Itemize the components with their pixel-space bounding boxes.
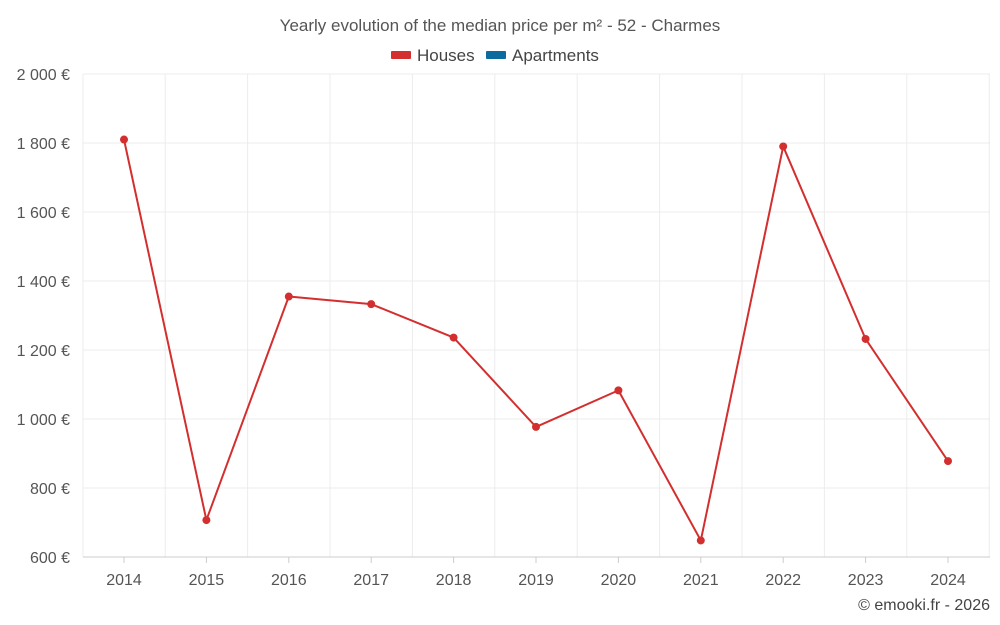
data-point-houses-2019[interactable] bbox=[532, 422, 540, 431]
x-tick-label: 2019 bbox=[518, 572, 554, 589]
x-tick-label: 2021 bbox=[683, 572, 719, 589]
legend-swatch-houses[interactable] bbox=[391, 51, 411, 59]
x-tick-label: 2023 bbox=[848, 572, 884, 589]
x-tick-label: 2018 bbox=[436, 572, 472, 589]
y-axis-ticks: 600 € 800 € 1 000 € 1 200 € 1 400 € 1 600 € 1 … bbox=[17, 67, 70, 567]
grid-lines bbox=[82, 73, 990, 558]
legend-label-houses[interactable]: Houses bbox=[417, 46, 475, 65]
data-point-houses-2017[interactable] bbox=[367, 300, 376, 309]
data-point-houses-2023[interactable] bbox=[861, 334, 870, 343]
x-tick-label: 2022 bbox=[765, 572, 801, 589]
x-tick-label: 2016 bbox=[271, 572, 307, 589]
series-layer bbox=[120, 135, 952, 545]
legend-swatch-apartments[interactable] bbox=[486, 51, 506, 59]
y-tick-label: 1 000 € bbox=[17, 412, 70, 429]
y-tick-label: 600 € bbox=[30, 550, 70, 567]
data-point-houses-2022[interactable] bbox=[779, 142, 788, 151]
x-axis-ticks: 2014 2015 2016 2017 2018 2019 2020 2021 2022 2023… bbox=[106, 557, 966, 589]
x-tick-label: 2024 bbox=[930, 572, 966, 589]
x-tick-label: 2017 bbox=[353, 572, 389, 589]
data-point-houses-2018[interactable] bbox=[449, 333, 458, 342]
data-point-houses-2014[interactable] bbox=[120, 135, 128, 144]
y-tick-label: 1 400 € bbox=[17, 274, 70, 291]
y-tick-label: 1 800 € bbox=[17, 136, 70, 153]
x-tick-label: 2014 bbox=[106, 572, 142, 589]
y-tick-label: 800 € bbox=[30, 481, 70, 498]
y-tick-label: 1 600 € bbox=[17, 205, 70, 222]
data-point-houses-2015[interactable] bbox=[202, 516, 211, 525]
credit-text: © emooki.fr - 2026 bbox=[858, 597, 990, 614]
x-tick-label: 2015 bbox=[189, 572, 225, 589]
data-point-houses-2024[interactable] bbox=[944, 457, 952, 466]
data-point-houses-2021[interactable] bbox=[696, 536, 705, 545]
legend-label-apartments[interactable]: Apartments bbox=[512, 46, 599, 65]
legend: Houses Apartments bbox=[391, 46, 599, 65]
data-point-houses-2016[interactable] bbox=[284, 292, 293, 301]
y-tick-label: 1 200 € bbox=[17, 343, 70, 360]
chart-title: Yearly evolution of the median price per… bbox=[280, 16, 721, 35]
data-point-houses-2020[interactable] bbox=[614, 386, 623, 395]
x-tick-label: 2020 bbox=[601, 572, 637, 589]
y-tick-label: 2 000 € bbox=[17, 67, 70, 84]
